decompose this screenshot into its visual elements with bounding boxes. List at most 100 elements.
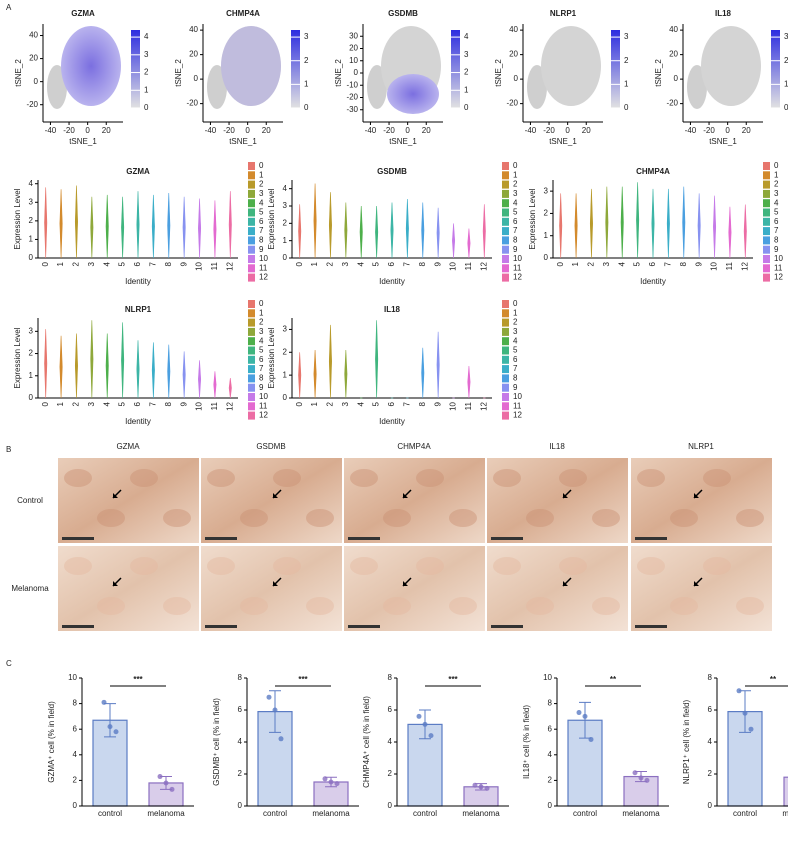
y-axis-label: tSNE_2 [334,59,343,87]
tissue-texture [637,469,665,487]
ihc-image [201,458,342,543]
legend-label: 7 [259,364,264,373]
x-tick-label: -40 [45,126,57,135]
violin [313,183,317,259]
y-axis-label: IL18⁺ cell (% in field) [522,705,531,779]
y-tick-label: 4 [283,184,288,193]
tsne-title: GZMA [71,9,95,18]
legend-swatch [248,374,255,383]
y-tick-label: 40 [509,25,518,34]
y-axis-label: Expression Level [267,188,276,249]
legend-label: 0 [259,161,264,170]
violin-title: CHMP4A [636,167,670,176]
x-tick-label: 1 [571,261,580,266]
tissue-texture [449,597,477,615]
tissue-texture [383,597,411,615]
x-tick-label: -20 [223,126,235,135]
arrow-head [563,493,568,498]
x-tick-label: 6 [387,401,396,406]
violin [105,194,109,259]
legend-swatch [502,411,509,420]
violin [44,187,48,259]
tissue-texture [273,469,301,487]
violin-title: IL18 [384,305,401,314]
tissue-texture [383,509,411,527]
x-tick-label: -20 [383,126,395,135]
y-tick-label: 40 [669,25,678,34]
violin [74,185,78,259]
x-tick-label: 2 [72,261,81,266]
y-tick-label: 2 [544,209,549,218]
x-tick-label: control [733,809,757,818]
arrow-head [113,581,118,586]
y-tick-label: -20 [346,93,358,102]
tissue-texture [559,557,587,575]
x-tick-label: 7 [402,261,411,266]
tissue-texture [130,469,158,487]
scale-bar [62,625,94,628]
tissue-texture [416,557,444,575]
y-axis-label: Expression Level [528,188,537,249]
violin [228,191,232,259]
x-tick-label: 7 [402,401,411,406]
legend-swatch [502,365,509,374]
y-tick-label: 3 [283,201,288,210]
legend-label: 11 [259,401,268,410]
violin [121,322,125,399]
color-tick-label: 1 [144,85,149,94]
violin [44,329,48,399]
legend-label: 5 [259,346,264,355]
legend-swatch [763,199,770,208]
legend-swatch [763,171,770,180]
legend-label: 0 [513,299,518,308]
tissue-texture [97,509,125,527]
violin [421,347,425,399]
x-tick-label: 20 [102,126,111,135]
y-tick-label: -20 [506,99,518,108]
y-tick-label: 2 [708,769,713,778]
x-tick-label: 5 [372,401,381,406]
legend-label: 3 [513,189,518,198]
arrow-head [694,581,699,586]
y-tick-label: 0 [34,77,39,86]
y-tick-label: 20 [349,44,358,53]
x-tick-label: 3 [87,401,96,406]
scale-bar [205,625,237,628]
tsne-title: GSDMB [388,9,418,18]
data-point [416,713,422,719]
legend-label: 6 [513,217,518,226]
x-tick-label: 20 [262,126,271,135]
x-tick-label: 9 [179,261,188,266]
legend-label: 2 [513,180,518,189]
legend-swatch [502,189,509,198]
x-tick-label: 0 [41,401,50,406]
legend-label: 6 [259,217,264,226]
legend-swatch [248,337,255,346]
legend-swatch [248,383,255,392]
legend-label: 12 [259,273,268,282]
legend-label: 10 [513,254,522,263]
violin [375,320,379,399]
y-tick-label: 8 [388,673,393,682]
violin [182,351,186,399]
legend-label: 12 [513,273,522,282]
y-tick-label: 1 [283,370,288,379]
legend-label: 3 [513,327,518,336]
violin [467,365,471,399]
data-point [644,777,650,783]
y-tick-label: 8 [708,673,713,682]
y-tick-label: 10 [543,673,552,682]
violin [559,193,563,259]
tissue-texture [592,509,620,527]
data-point [582,713,588,719]
x-tick-label: 6 [387,261,396,266]
x-axis-label: Identity [640,277,666,286]
x-tick-label: 20 [582,126,591,135]
x-tick-label: 12 [479,261,488,270]
y-tick-label: 2 [73,776,78,785]
legend-label: 5 [774,208,779,217]
violin [90,196,94,259]
violin [136,340,140,399]
x-tick-label: 11 [464,261,473,270]
y-tick-label: 1 [544,231,549,240]
